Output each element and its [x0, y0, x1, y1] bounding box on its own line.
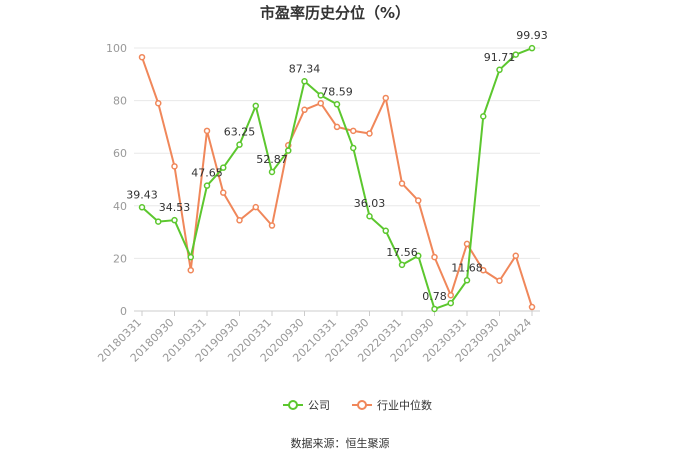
data-point[interactable] — [220, 189, 227, 196]
data-point[interactable] — [138, 204, 146, 211]
data-point[interactable] — [431, 305, 438, 313]
data-point[interactable] — [447, 299, 454, 307]
legend-item-industry-median[interactable]: 行业中位数 — [352, 398, 432, 412]
data-point[interactable] — [155, 218, 162, 225]
data-point[interactable] — [382, 227, 389, 235]
series-industry-median — [138, 53, 536, 311]
data-label: 36.03 — [354, 197, 386, 210]
data-point[interactable] — [155, 99, 162, 107]
data-point[interactable] — [317, 99, 324, 107]
data-label: 34.53 — [159, 201, 191, 214]
data-point[interactable] — [252, 203, 259, 211]
data-point[interactable] — [301, 78, 308, 85]
data-point[interactable] — [236, 141, 243, 148]
data-point[interactable] — [447, 291, 454, 299]
data-label: 99.93 — [516, 29, 548, 42]
data-point[interactable] — [431, 253, 438, 261]
data-point[interactable] — [366, 212, 373, 220]
data-point[interactable] — [528, 303, 536, 311]
data-point[interactable] — [350, 127, 357, 135]
series-layer — [138, 44, 536, 313]
chart-title: 市盈率历史分位（%） — [260, 4, 410, 22]
data-label: 78.59 — [321, 85, 353, 98]
data-point[interactable] — [382, 94, 389, 102]
data-point[interactable] — [171, 163, 178, 170]
data-point[interactable] — [187, 253, 194, 261]
data-point[interactable] — [203, 127, 211, 135]
source-text: 数据来源：恒生聚源 — [291, 436, 390, 450]
data-point[interactable] — [333, 101, 341, 108]
data-label: 91.71 — [484, 51, 516, 64]
y-tick-label: 60 — [113, 147, 127, 160]
data-point[interactable] — [268, 222, 276, 229]
y-tick-label: 80 — [113, 95, 127, 108]
data-label: 47.65 — [191, 167, 223, 180]
data-point[interactable] — [398, 180, 406, 187]
y-tick-label: 100 — [106, 42, 127, 55]
legend-swatch-marker — [357, 400, 367, 410]
data-point[interactable] — [512, 51, 519, 58]
data-point[interactable] — [366, 130, 373, 137]
data-label: 0.78 — [422, 290, 447, 303]
series-company — [138, 44, 536, 313]
x-axis: 2018033120180930201903312019093020200331… — [95, 311, 534, 365]
data-point[interactable] — [415, 252, 422, 260]
legend-item-company[interactable]: 公司 — [283, 399, 330, 412]
data-label: 52.87 — [256, 153, 288, 166]
data-point[interactable] — [398, 261, 406, 269]
data-label: 63.25 — [224, 126, 256, 139]
data-label: 87.34 — [289, 62, 321, 75]
legend-swatch-marker — [288, 400, 298, 410]
data-point[interactable] — [220, 164, 227, 171]
data-label: 11.68 — [451, 261, 483, 274]
data-point[interactable] — [463, 240, 471, 248]
y-tick-label: 40 — [113, 200, 127, 213]
y-axis: 0 20 40 60 80 100 — [106, 42, 127, 318]
legend-label: 公司 — [308, 399, 330, 412]
legend-label: 行业中位数 — [377, 398, 432, 412]
data-point[interactable] — [268, 168, 276, 176]
data-point[interactable] — [512, 252, 519, 260]
data-point[interactable] — [350, 144, 357, 152]
data-point[interactable] — [301, 106, 308, 114]
data-point[interactable] — [415, 197, 422, 204]
data-point[interactable] — [496, 277, 503, 285]
data-point[interactable] — [285, 147, 292, 154]
data-point[interactable] — [187, 266, 194, 274]
legend[interactable]: 公司 行业中位数 — [283, 398, 432, 412]
data-point[interactable] — [236, 217, 243, 224]
y-tick-label: 0 — [120, 305, 127, 318]
data-point[interactable] — [463, 277, 471, 284]
data-point[interactable] — [203, 182, 211, 189]
data-point[interactable] — [480, 266, 487, 274]
data-point[interactable] — [480, 113, 487, 120]
data-label: 17.56 — [386, 246, 418, 259]
data-point[interactable] — [138, 53, 146, 61]
data-point[interactable] — [317, 92, 324, 99]
y-tick-label: 20 — [113, 252, 127, 265]
data-point[interactable] — [528, 44, 536, 52]
data-point[interactable] — [496, 66, 503, 74]
data-point[interactable] — [333, 123, 341, 131]
data-point[interactable] — [252, 102, 259, 110]
data-label: 39.43 — [126, 188, 158, 201]
data-point[interactable] — [171, 216, 178, 224]
